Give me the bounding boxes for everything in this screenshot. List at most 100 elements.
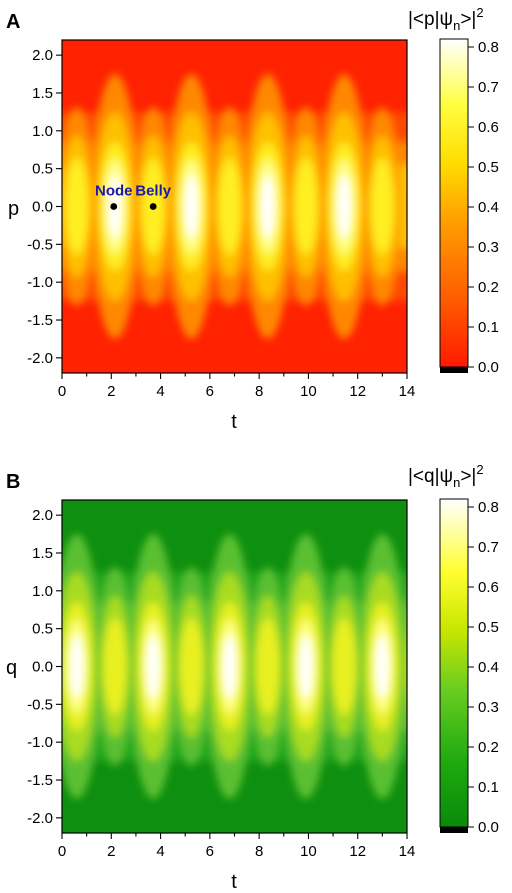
y-tick-label: -1.5: [27, 772, 53, 789]
y-tick-label: 1.0: [32, 583, 53, 600]
colorbar-title-a: |<p|ψn>|2: [408, 5, 484, 33]
heat-lobe-peak: [70, 634, 84, 699]
colorbar-tick-label: 0.8: [478, 39, 499, 56]
colorbar-tick-label: 0.3: [478, 699, 499, 716]
panel-b: B 0 2 4 6 8 10 12 14 2.0 1.5 1.0 0.5 0.0 -0.5 -1.0 -1.…: [6, 462, 499, 893]
y-tick-label: 2.0: [32, 507, 53, 524]
colorbar-tick-label: 0.3: [478, 239, 499, 256]
colorbar-title-b: |<q|ψn>|2: [408, 462, 484, 490]
heatmap-a-field: [62, 74, 407, 339]
colorbar-tick-label: 0.6: [478, 579, 499, 596]
y-tick-label: -1.0: [27, 734, 53, 751]
annotation-point: [110, 203, 118, 210]
x-tick-label: 2: [107, 843, 115, 860]
heat-lobe-inner: [370, 158, 394, 255]
colorbar-tick-label: 0.7: [478, 539, 499, 556]
heat-lobe-peak: [261, 174, 275, 239]
colorbar-tick-label: 0.8: [478, 499, 499, 516]
panel-b-letter: B: [6, 471, 20, 493]
x-axis-a: 0 2 4 6 8 10 12 14: [58, 373, 416, 400]
x-tick-label: 0: [58, 383, 66, 400]
heat-lobe-inner: [65, 158, 89, 255]
y-tick-label: 0.0: [32, 659, 53, 676]
y-tick-label: 2.0: [32, 47, 53, 64]
colorbar-b: |<q|ψn>|2 0.8 0.7 0.6 0.5 0.4 0.3 0.2 0.1 0.0: [408, 462, 499, 836]
x-tick-label: 0: [58, 843, 66, 860]
heat-lobe-peak: [337, 174, 351, 239]
x-tick-label: 4: [156, 843, 164, 860]
heatmap-b-field: [62, 534, 432, 799]
colorbar-a: |<p|ψn>|2 0.8 0.7 0.6 0.5 0.4 0.3 0.2 0.1 0.0: [408, 5, 499, 376]
x-tick-label: 8: [255, 843, 263, 860]
x-tick-label: 8: [255, 383, 263, 400]
x-axis-label-b: t: [231, 871, 237, 893]
x-tick-label: 6: [206, 843, 214, 860]
heat-lobe-peak: [375, 634, 389, 699]
colorbar-scale-a: [439, 38, 469, 368]
panel-a-letter: A: [6, 11, 20, 33]
colorbar-tick-label: 0.2: [478, 739, 499, 756]
heat-lobe-inner: [218, 158, 242, 255]
heat-lobe-peak: [223, 634, 236, 699]
y-axis-a: 2.0 1.5 1.0 0.5 0.0 -0.5 -1.0 -1.5 -2.0: [27, 47, 62, 367]
colorbar-tick-label: 0.1: [478, 319, 499, 336]
y-tick-label: -2.0: [27, 350, 53, 367]
x-axis-label-a: t: [231, 411, 237, 433]
heat-lobe-inner: [103, 618, 127, 715]
x-tick-label: 12: [349, 843, 366, 860]
heat-lobe-peak: [184, 174, 198, 239]
x-tick-label: 2: [107, 383, 115, 400]
panel-a: A 0 2 4 6 8 10 12 14 2.0 1.5 1.0 0.5 0.0 -0.5 -1.0 -1.…: [6, 5, 499, 433]
x-tick-label: 10: [300, 383, 317, 400]
x-tick-label: 4: [156, 383, 164, 400]
colorbar-tick-label: 0.1: [478, 779, 499, 796]
heat-lobe-peak: [299, 634, 313, 699]
x-tick-label: 12: [349, 383, 366, 400]
y-tick-label: 0.5: [32, 161, 53, 178]
x-axis-b: 0 2 4 6 8 10 12 14: [58, 833, 416, 860]
colorbar-tick-label: 0.5: [478, 619, 499, 636]
colorbar-tick-label: 0.5: [478, 159, 499, 176]
colorbar-tick-label: 0.0: [478, 819, 499, 836]
colorbar-underflow-b: [440, 827, 468, 833]
y-tick-label: 0.0: [32, 199, 53, 216]
colorbar-ticks-a: 0.8 0.7 0.6 0.5 0.4 0.3 0.2 0.1 0.0: [468, 39, 499, 376]
heat-lobe-inner: [332, 618, 356, 715]
heat-lobe-inner: [294, 158, 318, 255]
heatmap-b: [62, 500, 432, 833]
y-tick-label: -1.0: [27, 274, 53, 291]
heat-lobe-inner: [179, 618, 203, 715]
colorbar-tick-label: 0.7: [478, 79, 499, 96]
heat-lobe-peak: [146, 634, 160, 699]
x-tick-label: 6: [206, 383, 214, 400]
heatmap-a: [62, 40, 407, 373]
annotation-label: Node: [95, 183, 133, 200]
y-tick-label: 1.5: [32, 545, 53, 562]
x-tick-label: 14: [399, 383, 416, 400]
colorbar-tick-label: 0.4: [478, 659, 499, 676]
annotation-point: [149, 203, 157, 210]
annotation-label: Belly: [135, 183, 172, 200]
colorbar-underflow-a: [440, 367, 468, 373]
y-tick-label: 1.0: [32, 123, 53, 140]
y-axis-label-a: p: [8, 198, 19, 220]
y-tick-label: -0.5: [27, 236, 53, 253]
colorbar-tick-label: 0.6: [478, 119, 499, 136]
y-tick-label: 0.5: [32, 621, 53, 638]
heat-lobe-outer: [403, 603, 407, 730]
y-axis-label-b: q: [6, 657, 17, 679]
annotations-a: Node Belly: [95, 183, 172, 210]
colorbar-tick-label: 0.4: [478, 199, 499, 216]
colorbar-tick-label: 0.0: [478, 359, 499, 376]
heat-lobe-inner: [256, 618, 280, 715]
y-tick-label: -1.5: [27, 312, 53, 329]
y-axis-b: 2.0 1.5 1.0 0.5 0.0 -0.5 -1.0 -1.5 -2.0: [27, 507, 62, 827]
colorbar-tick-label: 0.2: [478, 279, 499, 296]
heat-lobe-inner: [409, 618, 432, 714]
y-tick-label: -2.0: [27, 810, 53, 827]
y-tick-label: 1.5: [32, 85, 53, 102]
heat-lobe-mid: [405, 638, 407, 695]
y-tick-label: -0.5: [27, 696, 53, 713]
x-tick-label: 14: [399, 843, 416, 860]
